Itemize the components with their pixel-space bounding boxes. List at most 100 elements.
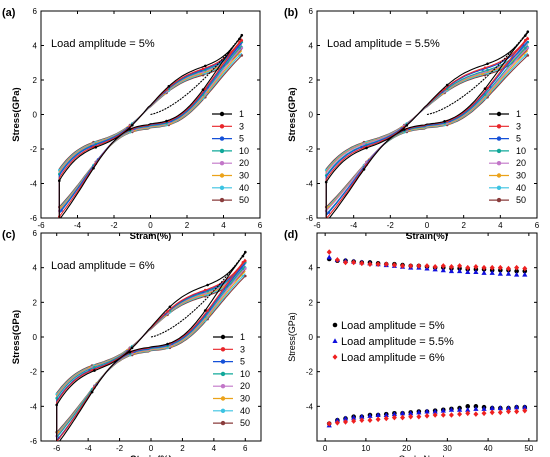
x-axis-label: Strain(%) [406, 231, 448, 242]
x-tick-label: 40 [484, 444, 493, 453]
point-min [400, 414, 406, 421]
point-max [481, 270, 487, 275]
series-marker [244, 267, 247, 270]
legend-label: 3 [239, 121, 244, 131]
y-tick-label: 2 [33, 76, 38, 85]
point-min [367, 417, 373, 423]
series-line-cycle-1 [325, 31, 529, 218]
point-max [522, 271, 528, 277]
point-min [489, 405, 495, 411]
y-tick-label: 0 [33, 333, 38, 342]
legend-marker [219, 111, 225, 117]
point-min [465, 407, 471, 412]
legend-label: 50 [239, 195, 249, 205]
point-max [514, 271, 520, 277]
legend-marker [219, 185, 225, 190]
series-marker [244, 250, 247, 254]
x-tick-label: -4 [350, 221, 358, 230]
panel-label: (d) [284, 229, 298, 241]
x-tick-label: -2 [387, 221, 395, 230]
x-tick-label: -6 [313, 221, 321, 230]
point-max [424, 263, 430, 269]
series-marker [240, 46, 244, 50]
point-max [497, 264, 503, 271]
point-max [456, 268, 463, 274]
legend-marker [220, 359, 226, 364]
x-tick-label: 2 [185, 221, 190, 230]
y-axis-label: Stress(GPa) [287, 312, 297, 362]
series-marker [165, 119, 168, 123]
x-tick-label: 4 [221, 221, 226, 230]
x-tick-label: 4 [212, 444, 217, 453]
legend-marker [219, 161, 225, 166]
series-marker [206, 283, 209, 287]
legend-marker [496, 173, 502, 178]
series-marker [324, 180, 328, 184]
series-marker [241, 274, 245, 278]
x-tick-label: -2 [110, 221, 118, 230]
y-tick-label: 6 [33, 229, 38, 238]
legend-label: 10 [240, 369, 250, 379]
legend-marker [220, 371, 226, 377]
point-max [505, 265, 511, 272]
series-marker [60, 209, 63, 212]
y-tick-label: 6 [309, 7, 314, 16]
series-marker [443, 120, 446, 123]
series-diamond [326, 249, 528, 427]
point-max [343, 259, 349, 266]
point-min [408, 413, 414, 420]
point-min [514, 404, 520, 410]
series-marker [58, 179, 61, 182]
point-min [424, 413, 430, 419]
series-marker [327, 211, 331, 214]
y-tick-label: -4 [30, 180, 38, 189]
legend-label: 5 [239, 134, 244, 144]
series-marker [130, 346, 134, 350]
point-max [400, 263, 406, 269]
legend-marker [219, 148, 225, 154]
point-min [383, 412, 389, 417]
series-marker [240, 54, 244, 57]
point-min [489, 409, 495, 416]
series-marker [203, 288, 207, 292]
series-marker [524, 46, 527, 50]
x-tick-label: 6 [535, 221, 540, 230]
x-tick-label: 10 [361, 444, 370, 453]
legend-label: Load amplitude = 5.5% [341, 336, 454, 348]
series-marker [403, 128, 406, 131]
legend-label: 3 [516, 121, 521, 131]
legend-label: 10 [239, 146, 249, 156]
y-tick-label: 4 [33, 42, 38, 51]
x-tick-label: 30 [443, 444, 452, 453]
x-tick-label: -4 [85, 444, 93, 453]
point-max [505, 270, 512, 276]
y-tick-label: -2 [30, 368, 38, 377]
series-marker [94, 146, 98, 149]
y-axis-label: Stress(GPa) [11, 310, 22, 364]
x-tick-label: -6 [53, 444, 61, 453]
legend-marker [220, 384, 226, 389]
point-min [416, 413, 422, 420]
point-max [408, 263, 414, 269]
legend-label: 40 [516, 183, 526, 193]
x-axis-label: Cycle Number [398, 454, 455, 457]
series-marker [55, 403, 58, 407]
point-min [399, 410, 406, 416]
point-max [448, 268, 455, 274]
legend-marker [496, 148, 502, 154]
panel-c: -6 -4 -2 0 2 4 6 -6 -4 -2 0 2 4 6 Strain(%) Stress(GPa)… [2, 229, 262, 457]
point-min [514, 408, 520, 415]
legend-label: Load amplitude = 5% [341, 320, 445, 332]
annotation: Load amplitude = 5.5% [327, 38, 440, 50]
y-tick-label: -4 [306, 180, 314, 189]
x-tick-label: 0 [149, 444, 154, 453]
point-max [489, 264, 495, 271]
series-marker [201, 67, 205, 71]
legend-label: 10 [516, 146, 526, 156]
panel-d: 0 10 20 30 40 50 -4 -2 0 2 4 Cycle Number Stress(GPa… [284, 229, 538, 457]
series-marker [241, 267, 245, 271]
series-marker [445, 83, 449, 87]
point-min [351, 414, 357, 420]
point-min [334, 420, 340, 426]
series-marker [55, 396, 58, 400]
